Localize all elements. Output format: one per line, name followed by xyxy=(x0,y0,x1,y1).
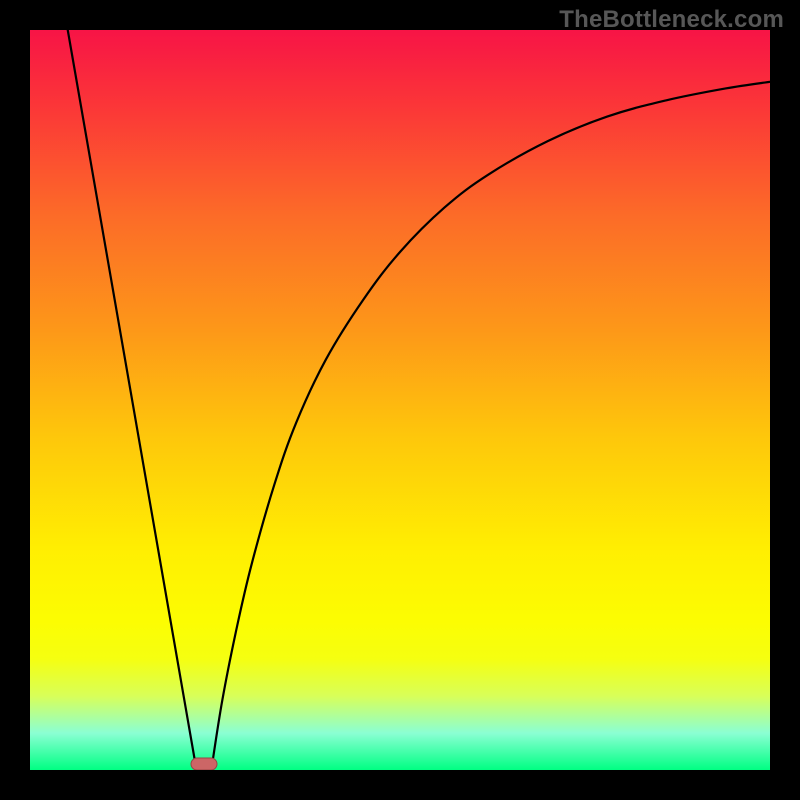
chart-background xyxy=(30,30,770,770)
watermark-text: TheBottleneck.com xyxy=(559,6,784,34)
chart-plot-area xyxy=(30,30,770,770)
optimal-point-indicator xyxy=(190,758,217,770)
chart-svg xyxy=(30,30,770,770)
